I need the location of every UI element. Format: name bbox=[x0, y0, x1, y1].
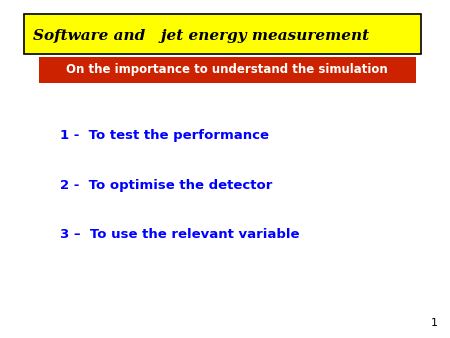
Text: 2 -  To optimise the detector: 2 - To optimise the detector bbox=[60, 178, 272, 192]
Text: 1: 1 bbox=[431, 318, 438, 328]
FancyBboxPatch shape bbox=[39, 57, 416, 83]
Text: On the importance to understand the simulation: On the importance to understand the simu… bbox=[66, 64, 388, 76]
Text: 1 -  To test the performance: 1 - To test the performance bbox=[60, 128, 269, 142]
Text: Software and   jet energy measurement: Software and jet energy measurement bbox=[33, 29, 369, 43]
Text: 3 –  To use the relevant variable: 3 – To use the relevant variable bbox=[60, 228, 300, 241]
FancyBboxPatch shape bbox=[24, 14, 421, 54]
